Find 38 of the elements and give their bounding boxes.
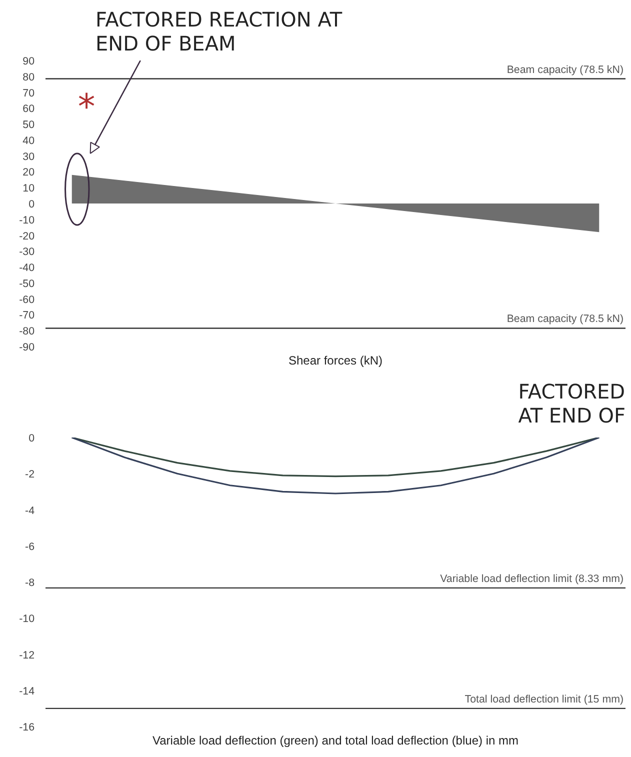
- ref-line-label: Total load deflection limit (15 mm): [464, 693, 624, 706]
- y-tick-label: -6: [25, 540, 35, 553]
- annotation: *: [78, 88, 96, 128]
- y-tick-label: 70: [22, 87, 35, 100]
- y-tick-label: -80: [19, 326, 35, 338]
- y-tick-label: -14: [19, 685, 35, 698]
- x-axis-title: Variable load deflection (green) and total load deflection (blue) in mm: [152, 734, 519, 748]
- y-tick-label: 20: [22, 166, 35, 179]
- y-tick-label: -40: [19, 262, 35, 274]
- y-tick-label: 10: [22, 182, 35, 195]
- line-series: [71, 438, 600, 494]
- y-tick-label: 40: [22, 134, 35, 147]
- y-tick-label: -10: [19, 613, 35, 626]
- y-tick-label: -16: [19, 722, 35, 734]
- y-tick-label: -8: [25, 577, 35, 589]
- text: FACTORED AT END OF: [518, 380, 626, 428]
- y-tick-label: 90: [22, 56, 35, 68]
- y-tick-label: -4: [25, 504, 35, 517]
- y-tick-label: 30: [22, 150, 35, 163]
- y-tick-label: -70: [19, 310, 35, 322]
- ref-line-label: Beam capacity (78.5 kN): [506, 313, 624, 326]
- text: FACTORED REACTION AT END OF BEAM: [96, 8, 343, 56]
- y-tick-label: -10: [19, 214, 35, 226]
- y-tick-label: -12: [19, 649, 35, 662]
- y-tick-label: 50: [22, 119, 35, 132]
- y-tick-label: -50: [19, 278, 35, 290]
- y-tick-label: 0: [28, 198, 35, 210]
- y-tick-label: -30: [19, 246, 35, 258]
- y-tick-label: -20: [19, 230, 35, 242]
- ref-line-label: Beam capacity (78.5 kN): [506, 64, 624, 76]
- y-tick-label: -90: [19, 342, 35, 354]
- x-axis-title: Shear forces (kN): [288, 354, 383, 368]
- y-tick-label: -2: [25, 468, 35, 481]
- y-tick-label: 80: [22, 71, 35, 84]
- y-tick-label: 0: [28, 432, 35, 444]
- ref-line-label: Variable load deflection limit (8.33 mm): [440, 572, 624, 585]
- y-tick-label: -60: [19, 294, 35, 306]
- y-tick-label: 60: [22, 103, 35, 116]
